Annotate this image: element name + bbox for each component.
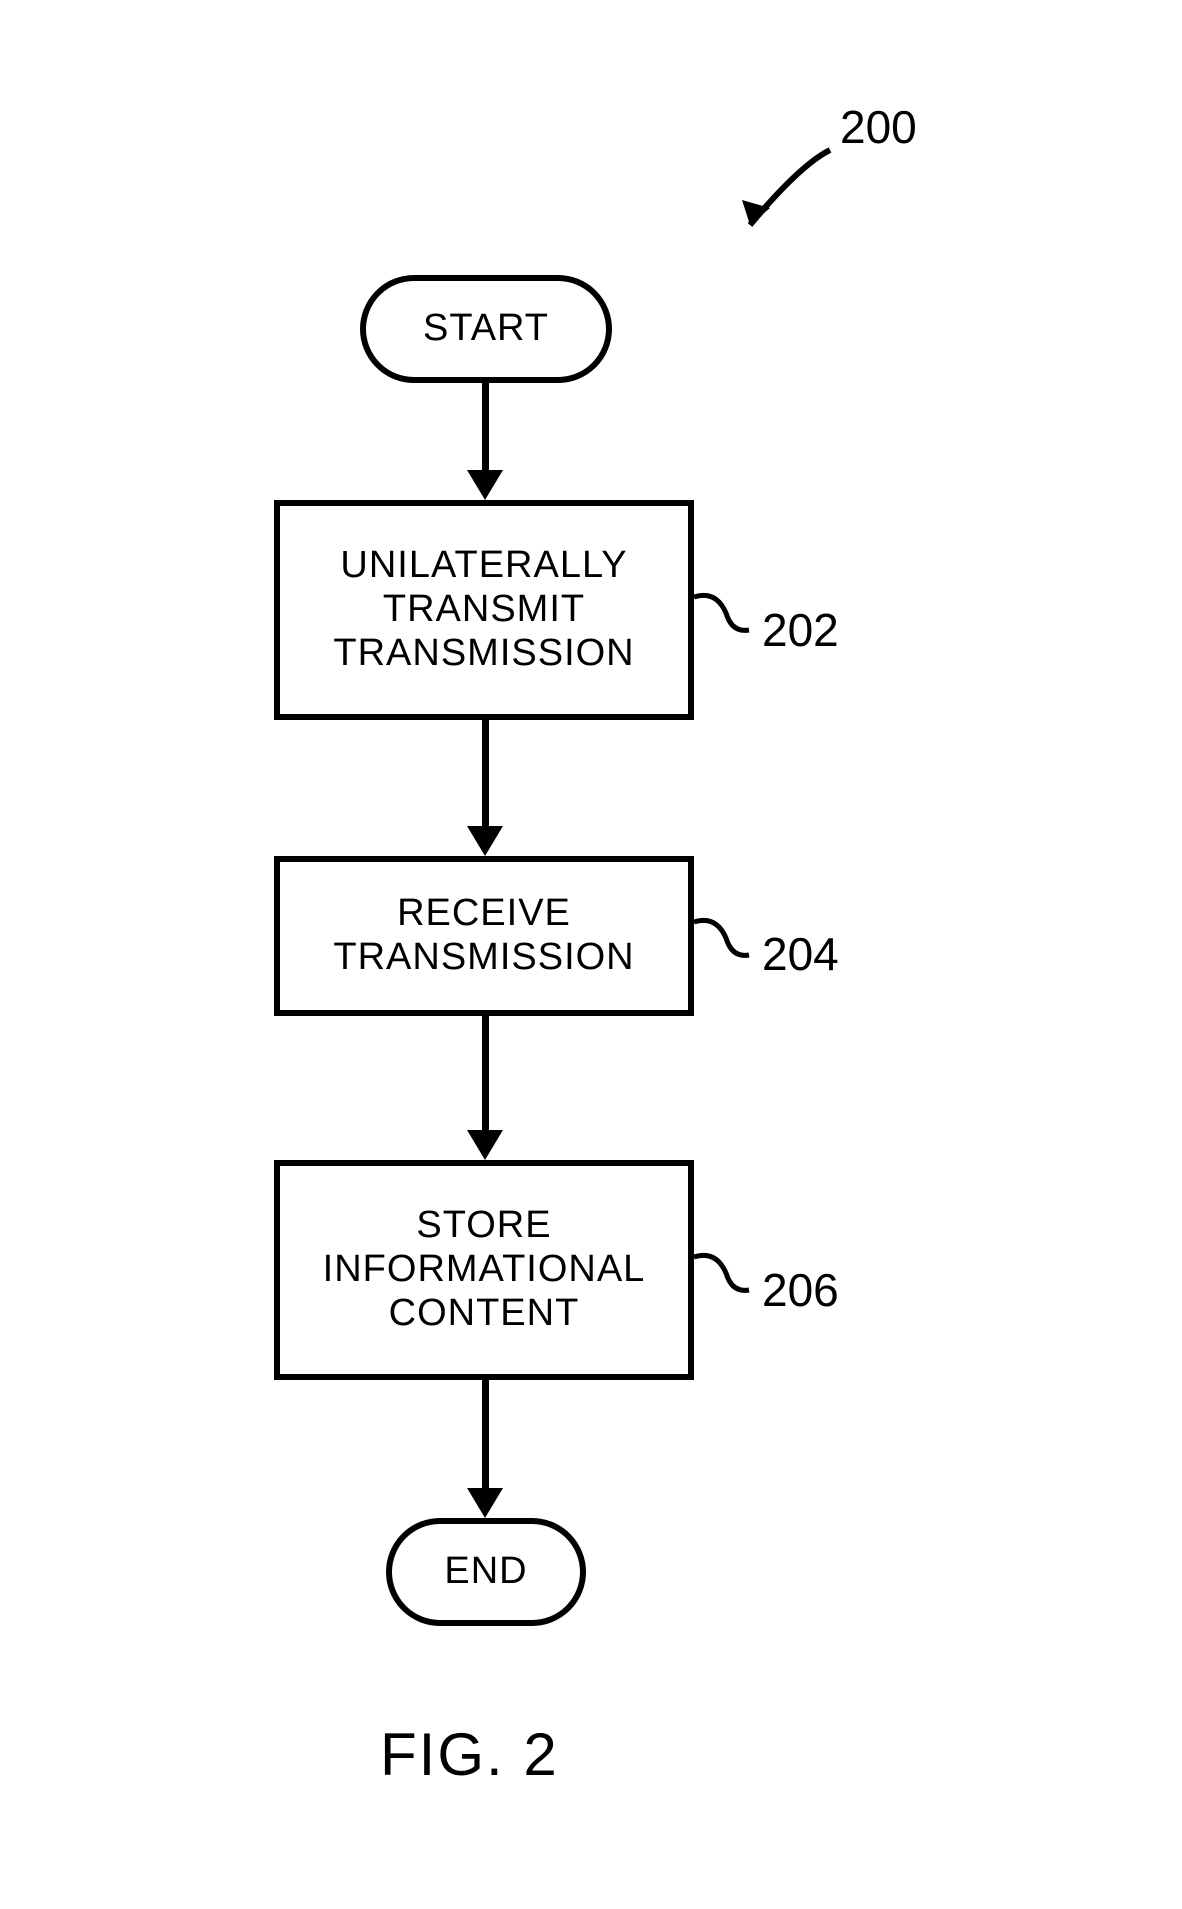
- flowchart-container: 200 START UNILATERALLY TRANSMIT TRANSMIS…: [150, 100, 1030, 1800]
- arrow-1-head: [467, 470, 503, 500]
- diagram-ref-number: 200: [840, 100, 917, 154]
- arrow-3: [482, 1016, 489, 1134]
- step1-ref: 202: [762, 603, 839, 657]
- arrow-3-head: [467, 1130, 503, 1160]
- step3-ref-connector: [694, 1245, 754, 1305]
- arrow-2: [482, 720, 489, 830]
- ref-arrow: [690, 130, 850, 260]
- arrow-4-head: [467, 1488, 503, 1518]
- arrow-2-head: [467, 826, 503, 856]
- figure-label: FIG. 2: [380, 1720, 559, 1789]
- step3-label: STORE INFORMATIONAL CONTENT: [323, 1204, 646, 1335]
- step1-ref-connector: [694, 585, 754, 645]
- step1-label: UNILATERALLY TRANSMIT TRANSMISSION: [333, 544, 634, 675]
- step2-ref: 204: [762, 927, 839, 981]
- step2-ref-connector: [694, 910, 754, 970]
- step1-node: UNILATERALLY TRANSMIT TRANSMISSION: [274, 500, 694, 720]
- step3-ref: 206: [762, 1263, 839, 1317]
- step2-node: RECEIVE TRANSMISSION: [274, 856, 694, 1016]
- step2-label: RECEIVE TRANSMISSION: [333, 892, 634, 979]
- start-node: START: [360, 275, 612, 383]
- start-label: START: [423, 307, 549, 351]
- end-node: END: [386, 1518, 586, 1626]
- arrow-4: [482, 1380, 489, 1492]
- end-label: END: [444, 1550, 527, 1594]
- step3-node: STORE INFORMATIONAL CONTENT: [274, 1160, 694, 1380]
- arrow-1: [482, 383, 489, 475]
